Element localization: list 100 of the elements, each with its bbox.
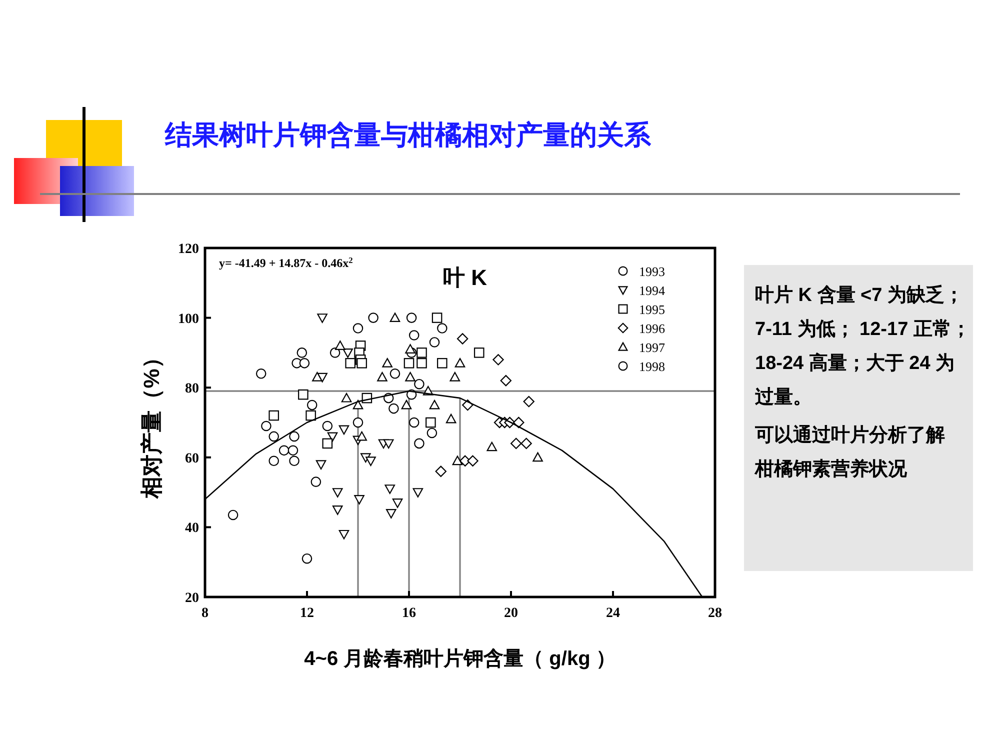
point	[390, 368, 400, 379]
point	[330, 348, 340, 358]
point	[510, 438, 522, 450]
point	[404, 358, 414, 368]
point	[289, 456, 300, 466]
point	[322, 420, 333, 432]
point	[416, 358, 427, 368]
point	[500, 375, 512, 386]
point	[383, 439, 394, 449]
point	[492, 354, 504, 366]
point	[408, 417, 420, 428]
point	[437, 323, 448, 334]
point	[450, 372, 460, 382]
point	[278, 445, 290, 456]
point	[429, 400, 440, 410]
annotation: y= -41.49 + 14.87x - 0.46x$^{2}$	[219, 256, 353, 270]
x-tick-label: 28	[708, 606, 722, 621]
chart-title: 结果树叶片钾含量与柑橘相对产量的关系	[164, 120, 652, 150]
x-axis-title: 4~6 月龄春稍叶片钾含量（ g/kg ）	[304, 647, 616, 670]
point	[332, 506, 343, 515]
point	[338, 425, 350, 435]
point	[296, 348, 308, 358]
point	[306, 400, 318, 410]
point	[261, 420, 272, 432]
point	[338, 530, 350, 540]
point	[456, 333, 468, 344]
point	[352, 417, 364, 428]
point	[377, 372, 388, 382]
point	[322, 438, 333, 449]
y-tick-label: 120	[178, 242, 199, 257]
point	[317, 314, 328, 323]
point	[386, 509, 396, 518]
point	[435, 466, 446, 477]
point	[408, 330, 420, 340]
point	[392, 498, 403, 508]
point	[474, 348, 484, 358]
point	[352, 323, 364, 334]
point	[352, 400, 364, 410]
point	[467, 455, 478, 466]
legend-label: 1998	[639, 359, 665, 374]
point	[523, 396, 534, 408]
annotation: 叶 K	[443, 265, 488, 290]
note-card: 叶片 K 含量 <7 为缺乏； 7-11 为低； 12-17 正常； 18-24 高量；大于 24 为过量。 可以通过叶片分析了解柑橘钾素营养状况	[744, 265, 973, 571]
point	[356, 431, 367, 441]
point	[416, 348, 427, 358]
point	[289, 431, 300, 442]
point	[429, 337, 440, 348]
point	[452, 456, 463, 466]
point	[486, 442, 498, 452]
point	[446, 414, 456, 424]
point	[316, 460, 326, 470]
point	[532, 452, 543, 462]
point	[310, 476, 322, 487]
point	[288, 445, 298, 456]
point	[354, 495, 364, 504]
legend-label: 1997	[639, 340, 666, 355]
y-axis-title: 相对产量（%）	[139, 346, 164, 500]
point	[401, 400, 412, 410]
point	[335, 340, 346, 350]
legend-label: 1996	[639, 321, 666, 336]
point	[405, 372, 416, 382]
point	[426, 428, 438, 438]
point	[368, 312, 378, 323]
point	[437, 358, 448, 368]
point	[432, 312, 442, 323]
point	[228, 510, 238, 520]
point	[426, 417, 436, 428]
legend-label: 1993	[639, 264, 665, 279]
point	[345, 358, 356, 368]
point	[384, 484, 396, 494]
point	[388, 403, 399, 414]
point	[520, 438, 532, 450]
y-tick-label: 60	[185, 451, 199, 466]
y-tick-label: 20	[185, 591, 199, 606]
x-tick-label: 16	[402, 606, 416, 621]
point	[390, 312, 400, 322]
point	[454, 358, 466, 368]
point	[356, 358, 367, 368]
point	[382, 358, 392, 368]
legend-label: 1994	[639, 283, 666, 298]
y-tick-label: 100	[178, 312, 199, 327]
point	[414, 378, 424, 390]
legend-label: 1995	[639, 302, 665, 317]
point	[268, 431, 279, 442]
point	[327, 432, 338, 442]
point	[414, 438, 424, 449]
point	[406, 312, 417, 323]
point	[306, 410, 316, 421]
point	[302, 553, 312, 564]
y-tick-label: 80	[185, 382, 199, 397]
point	[299, 358, 310, 368]
point	[312, 372, 322, 382]
x-tick-label: 20	[504, 606, 518, 621]
x-tick-label: 8	[202, 606, 208, 621]
point	[332, 488, 343, 498]
x-tick-label: 24	[606, 606, 620, 621]
point	[342, 348, 353, 358]
point	[412, 488, 424, 498]
y-tick-label: 40	[185, 521, 199, 536]
point	[341, 392, 352, 402]
